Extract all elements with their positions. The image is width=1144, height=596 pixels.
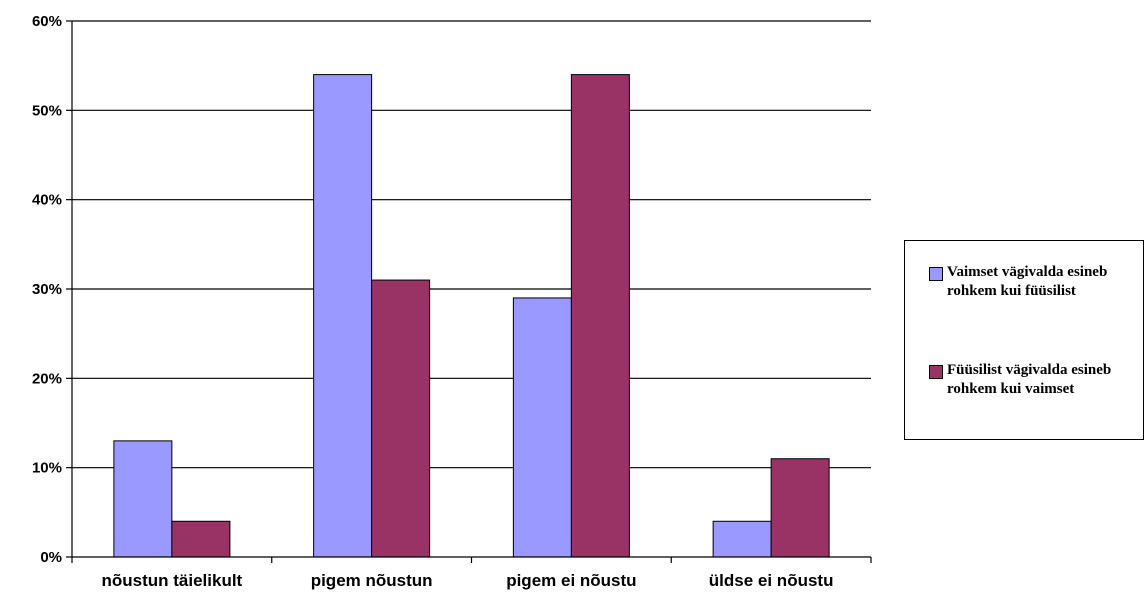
bar-series-2-2 xyxy=(371,279,431,558)
legend-label-series-2: Füüsilist vägivalda esineb rohkem kui va… xyxy=(947,362,1112,397)
y-tick-label: 60% xyxy=(32,13,62,30)
x-category-label: üldse ei nõustu xyxy=(709,571,834,590)
bars xyxy=(113,74,830,558)
legend: Vaimset vägivalda esineb rohkem kui füüs… xyxy=(904,240,1144,440)
y-tick-label: 20% xyxy=(32,370,62,387)
legend-swatch-series-1 xyxy=(929,267,943,281)
legend-swatch-series-2 xyxy=(929,365,943,379)
legend-label-series-1: Vaimset vägivalda esineb rohkem kui füüs… xyxy=(947,264,1108,299)
y-tick-label: 50% xyxy=(32,102,62,119)
gridlines xyxy=(72,20,871,469)
bar-series-2-1 xyxy=(171,520,231,558)
axes xyxy=(66,20,872,563)
axis-labels: 0% 10% 20% 30% 40% 50% 60% nõustun täielikult pi… xyxy=(32,13,834,590)
x-category-label: pigem nõustun xyxy=(311,571,433,590)
bar-series-1-4 xyxy=(712,520,772,558)
bar-series-1-3 xyxy=(512,297,572,558)
y-tick-label: 40% xyxy=(32,192,62,209)
y-tick-label: 30% xyxy=(32,281,62,298)
legend-item-series-1: Vaimset vägivalda esineb rohkem kui füüs… xyxy=(929,263,1137,301)
y-tick-label: 0% xyxy=(40,549,62,566)
bar-series-1-2 xyxy=(313,74,373,558)
y-tick-label: 10% xyxy=(32,460,62,477)
x-category-label: pigem ei nõustu xyxy=(506,571,636,590)
bar-series-2-3 xyxy=(570,74,630,558)
bar-series-1-1 xyxy=(113,440,173,558)
x-category-label: nõustun täielikult xyxy=(102,571,243,590)
legend-item-series-2: Füüsilist vägivalda esineb rohkem kui va… xyxy=(929,361,1137,399)
bar-series-2-4 xyxy=(770,458,830,558)
